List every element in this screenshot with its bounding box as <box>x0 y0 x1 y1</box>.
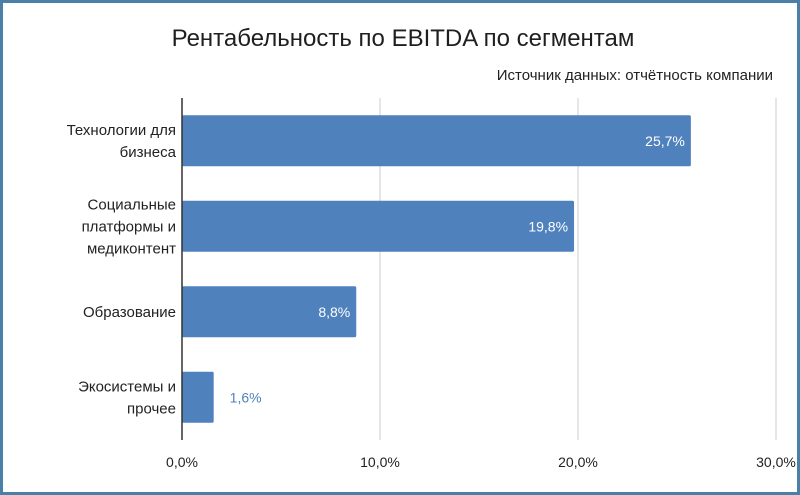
category-label-line: платформы и <box>82 218 176 235</box>
bar <box>182 115 691 167</box>
category-label: Экосистемы и прочее <box>78 378 176 417</box>
category-label: Технологии для бизнеса <box>67 122 177 161</box>
bar-value-label: 19,8% <box>528 218 568 234</box>
bar-value-label: 1,6% <box>230 389 262 405</box>
x-tick-label: 10,0% <box>360 454 400 470</box>
x-tick-label: 0,0% <box>166 454 198 470</box>
x-tick-label: 30,0% <box>756 454 796 470</box>
bar <box>182 200 575 252</box>
category-label: Социальные платформы и медиконтент <box>82 196 177 257</box>
category-label-line: Экосистемы и <box>78 378 176 395</box>
category-label-line: Образование <box>83 304 176 321</box>
category-label-line: Технологии для <box>67 122 176 139</box>
category-label-line: бизнеса <box>120 144 177 161</box>
x-tick-label: 20,0% <box>558 454 598 470</box>
category-label-line: медиконтент <box>87 240 176 257</box>
category-label: Образование <box>83 304 176 321</box>
chart-title: Рентабельность по EBITDA по сегментам <box>171 25 635 52</box>
bar-value-label: 25,7% <box>645 133 685 149</box>
chart-subtitle: Источник данных: отчётность компании <box>496 67 773 84</box>
bar <box>182 371 214 423</box>
category-label-line: Социальные <box>88 196 176 213</box>
category-label-line: прочее <box>127 400 176 417</box>
bar-value-label: 8,8% <box>318 304 350 320</box>
bar <box>182 286 357 338</box>
